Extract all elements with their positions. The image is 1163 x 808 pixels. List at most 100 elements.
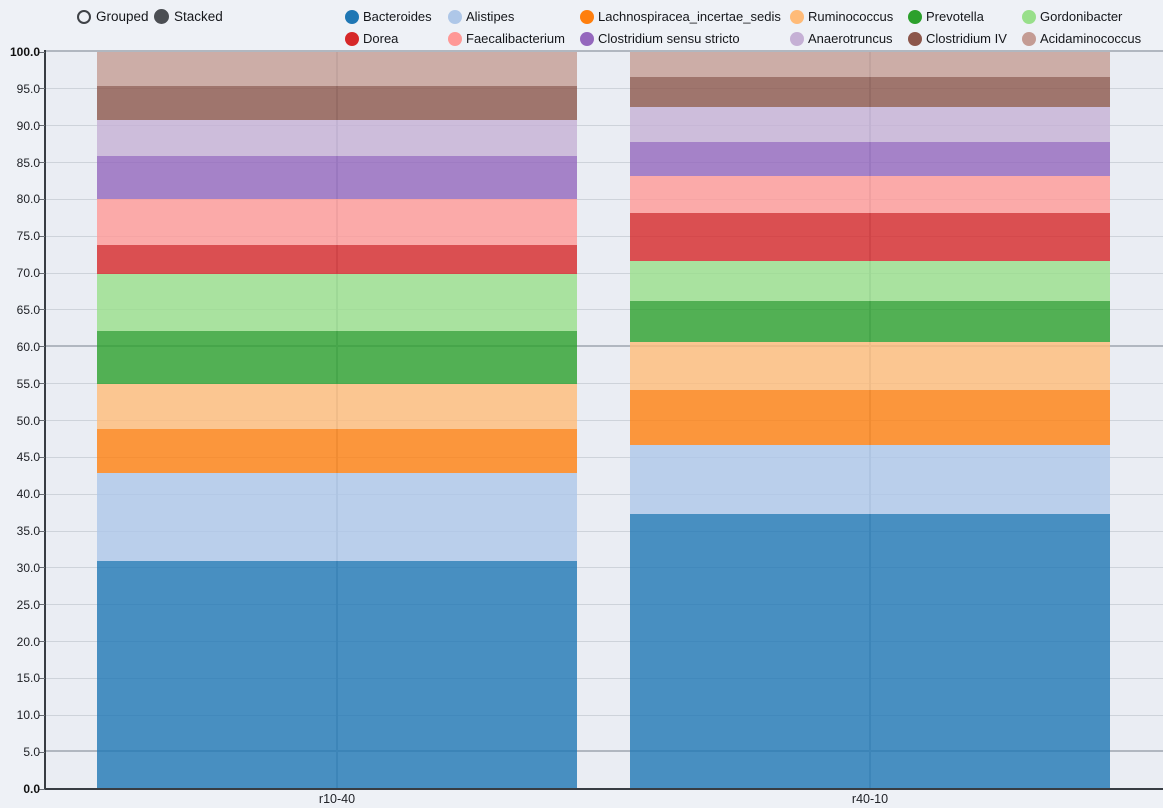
legend-swatch-icon bbox=[448, 31, 462, 46]
y-tick-mark bbox=[39, 456, 45, 458]
legend-item-label: Faecalibacterium bbox=[466, 31, 565, 46]
y-tick-mark bbox=[39, 530, 45, 532]
y-tick-mark bbox=[39, 714, 45, 716]
stacked-bar-r10-40 bbox=[97, 52, 577, 789]
legend-swatch-icon bbox=[908, 31, 922, 46]
legend-item-Prevotella[interactable]: Prevotella bbox=[908, 9, 984, 24]
legend-item-label: Clostridium IV bbox=[926, 31, 1007, 46]
bar-segment-Clostridium-sensu-stricto[interactable] bbox=[630, 141, 1110, 176]
y-tick-label: 90.0 bbox=[16, 118, 40, 133]
y-tick-label: 65.0 bbox=[16, 302, 40, 317]
bar-segment-Clostridium-IV[interactable] bbox=[97, 86, 577, 120]
bar-segment-Dorea[interactable] bbox=[630, 212, 1110, 262]
bar-segment-Lachnospiracea_incertae_sedis[interactable] bbox=[630, 390, 1110, 445]
y-gridline bbox=[46, 125, 1163, 127]
y-tick-label: 60.0 bbox=[16, 339, 40, 354]
bar-segment-Ruminococcus[interactable] bbox=[97, 383, 577, 430]
bar-segment-Alistipes[interactable] bbox=[97, 472, 577, 562]
legend-item-label: Alistipes bbox=[466, 9, 515, 24]
legend-swatch-icon bbox=[790, 31, 804, 46]
bar-segment-Ruminococcus[interactable] bbox=[630, 342, 1110, 391]
legend-item-Bacteroides[interactable]: Bacteroides bbox=[345, 9, 432, 24]
legend-swatch-icon bbox=[580, 9, 594, 24]
bar-segment-Acidaminococcus[interactable] bbox=[97, 52, 577, 86]
emphasized-gridline bbox=[46, 50, 1163, 52]
grouped-radio-label[interactable]: Grouped bbox=[96, 9, 149, 24]
y-tick-label: 30.0 bbox=[16, 560, 40, 575]
y-tick-label: 0.0 bbox=[23, 782, 40, 796]
legend-item-label: Gordonibacter bbox=[1040, 9, 1123, 24]
radio-selected-icon[interactable] bbox=[154, 9, 169, 24]
y-axis-line bbox=[44, 50, 46, 790]
legend-swatch-icon bbox=[1022, 9, 1036, 24]
y-tick-label: 75.0 bbox=[16, 229, 40, 244]
emphasized-gridline bbox=[46, 344, 1163, 347]
chart-controls: Grouped Stacked Bacteroides Alistipes Lach… bbox=[0, 0, 1163, 50]
bar-segment-Clostridium-sensu-stricto[interactable] bbox=[97, 156, 577, 200]
legend-item-Ruminococcus[interactable]: Ruminococcus bbox=[790, 9, 893, 24]
legend-item-Faecalibacterium[interactable]: Faecalibacterium bbox=[448, 31, 565, 46]
y-gridline bbox=[46, 456, 1163, 458]
y-gridline bbox=[46, 420, 1163, 421]
stacked-radio[interactable]: Stacked bbox=[154, 9, 223, 24]
bar-segment-Prevotella[interactable] bbox=[630, 301, 1110, 343]
legend-swatch-icon bbox=[345, 9, 359, 24]
y-tick-label: 70.0 bbox=[16, 266, 40, 281]
legend-swatch-icon bbox=[580, 31, 594, 46]
legend-item-Lachnospiracea_incertae_sedis[interactable]: Lachnospiracea_incertae_sedis bbox=[580, 9, 781, 24]
y-tick-mark bbox=[39, 346, 45, 348]
y-tick-mark bbox=[39, 88, 45, 90]
y-gridline bbox=[46, 383, 1163, 385]
y-tick-mark bbox=[39, 309, 45, 311]
y-tick-mark bbox=[39, 51, 45, 53]
legend-item-Dorea[interactable]: Dorea bbox=[345, 31, 398, 46]
bar-segment-Faecalibacterium[interactable] bbox=[97, 199, 577, 246]
bar-segment-Faecalibacterium[interactable] bbox=[630, 175, 1110, 213]
y-gridline bbox=[46, 88, 1163, 90]
x-tick-label-r10-40: r10-40 bbox=[318, 792, 356, 806]
bar-segment-Bacteroides[interactable] bbox=[630, 514, 1110, 789]
bar-segment-Anaerotruncus[interactable] bbox=[97, 119, 577, 156]
legend-item-label: Dorea bbox=[363, 31, 399, 46]
stacked-radio-label[interactable]: Stacked bbox=[174, 9, 223, 24]
y-tick-mark bbox=[39, 567, 45, 569]
y-tick-mark bbox=[39, 751, 45, 753]
y-gridline bbox=[46, 309, 1163, 311]
y-tick-mark bbox=[39, 383, 45, 385]
legend-item-Anaerotruncus[interactable]: Anaerotruncus bbox=[790, 31, 893, 46]
radio-unselected-icon[interactable] bbox=[77, 9, 91, 24]
bar-segment-Acidaminococcus[interactable] bbox=[630, 52, 1110, 78]
y-gridline bbox=[46, 604, 1163, 606]
bar-segment-Lachnospiracea_incertae_sedis[interactable] bbox=[97, 429, 577, 473]
y-tick-label: 50.0 bbox=[16, 413, 40, 428]
stacked-bar-r40-10 bbox=[630, 52, 1110, 789]
bar-segment-Clostridium-IV[interactable] bbox=[630, 77, 1110, 107]
grouped-radio[interactable]: Grouped bbox=[77, 9, 149, 24]
bar-segment-Alistipes[interactable] bbox=[630, 444, 1110, 515]
legend-swatch-icon bbox=[448, 9, 462, 24]
y-gridline bbox=[46, 235, 1163, 237]
legend-swatch-icon bbox=[345, 31, 359, 46]
bar-segment-Prevotella[interactable] bbox=[97, 330, 577, 384]
y-tick-mark bbox=[39, 604, 45, 606]
bar-segment-Dorea[interactable] bbox=[97, 245, 577, 274]
legend-item-Gordonibacter[interactable]: Gordonibacter bbox=[1022, 9, 1122, 24]
y-tick-mark bbox=[39, 493, 45, 495]
legend-item-Clostridium-sensu-stricto[interactable]: Clostridium sensu stricto bbox=[580, 31, 740, 46]
bar-segment-Anaerotruncus[interactable] bbox=[630, 106, 1110, 142]
y-gridline bbox=[46, 530, 1163, 532]
legend-swatch-icon bbox=[790, 9, 804, 24]
y-tick-label: 80.0 bbox=[16, 192, 40, 207]
y-gridline bbox=[46, 198, 1163, 200]
legend-item-Acidaminococcus[interactable]: Acidaminococcus bbox=[1022, 31, 1141, 46]
legend-item-Clostridium-IV[interactable]: Clostridium IV bbox=[908, 31, 1007, 46]
bar-segment-Bacteroides[interactable] bbox=[97, 561, 577, 789]
bar-segment-Gordonibacter[interactable] bbox=[630, 261, 1110, 302]
legend-item-Alistipes[interactable]: Alistipes bbox=[448, 9, 514, 24]
bar-segment-Gordonibacter[interactable] bbox=[97, 273, 577, 331]
y-tick-label: 55.0 bbox=[16, 376, 40, 391]
legend-item-label: Prevotella bbox=[926, 9, 984, 24]
legend-swatch-icon bbox=[1022, 31, 1036, 46]
y-tick-label: 85.0 bbox=[16, 155, 40, 170]
y-tick-label: 10.0 bbox=[16, 708, 40, 723]
